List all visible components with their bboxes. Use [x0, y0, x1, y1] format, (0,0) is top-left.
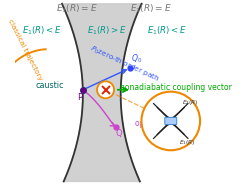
Text: $E_1(R) < E$: $E_1(R) < E$	[147, 25, 187, 37]
Text: $E_1(R) = E$: $E_1(R) = E$	[56, 3, 98, 15]
Text: $P_0$zero-th order path: $P_0$zero-th order path	[88, 44, 160, 85]
FancyBboxPatch shape	[165, 117, 177, 125]
Text: $E_1(R) < E$: $E_1(R) < E$	[22, 25, 63, 37]
Text: classical trajectory: classical trajectory	[7, 19, 43, 82]
Text: $E_1(R) = E$: $E_1(R) = E$	[130, 3, 172, 15]
Polygon shape	[62, 4, 142, 181]
Text: $E_1(R)$: $E_1(R)$	[179, 138, 196, 147]
Text: optimal path: optimal path	[135, 119, 184, 128]
Text: P: P	[77, 93, 82, 102]
Text: Q: Q	[115, 129, 122, 139]
Text: caustic: caustic	[36, 81, 64, 91]
Circle shape	[142, 92, 200, 150]
Text: $E_1(R) > E$: $E_1(R) > E$	[87, 25, 127, 37]
Text: $Q_0$: $Q_0$	[131, 53, 142, 65]
Text: $E_2(R)$: $E_2(R)$	[182, 98, 199, 107]
Text: nonadiabatic coupling vector: nonadiabatic coupling vector	[120, 83, 232, 92]
Circle shape	[97, 81, 114, 98]
